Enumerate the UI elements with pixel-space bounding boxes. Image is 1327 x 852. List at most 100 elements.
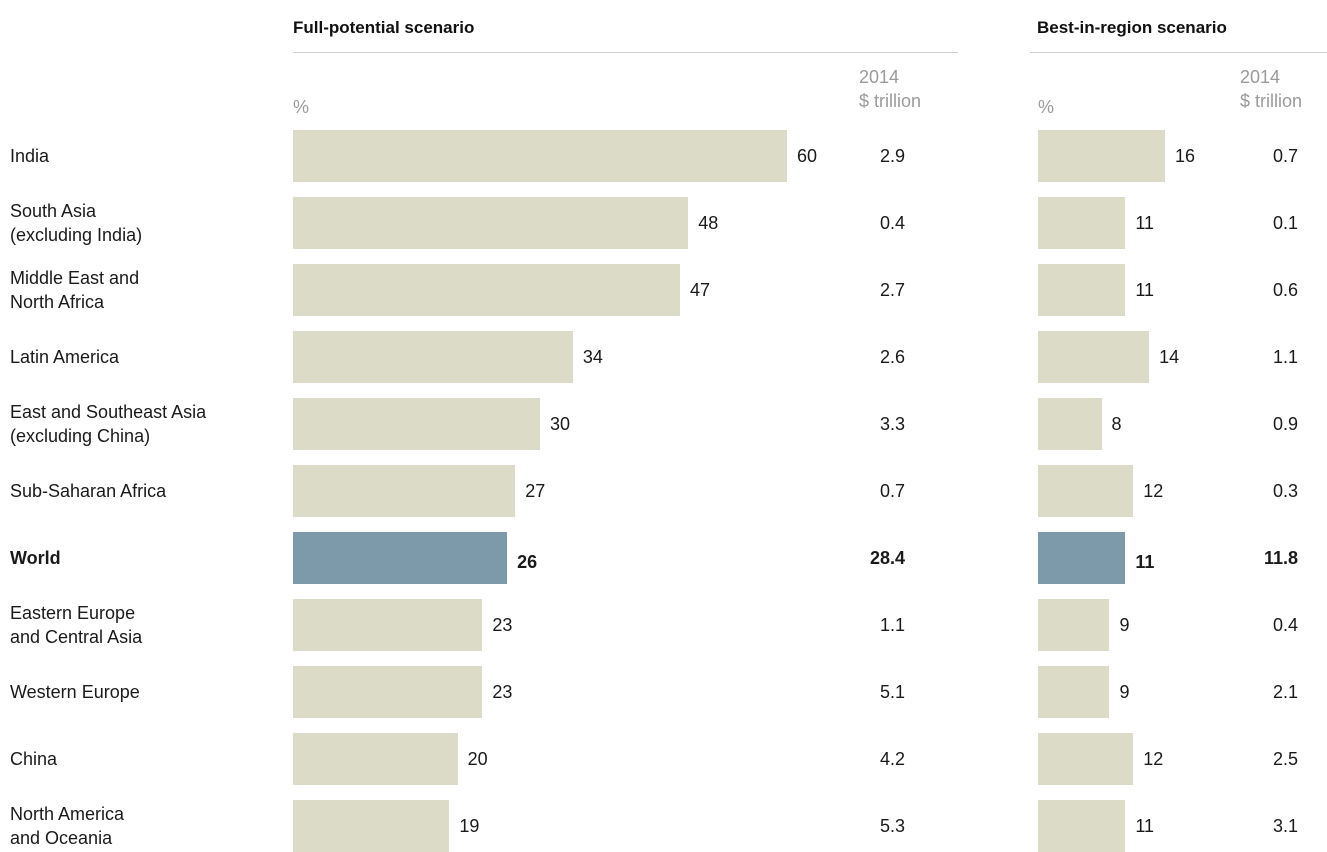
amount-value-full: 5.3 [879,816,905,836]
bar-value-label-full: 47 [689,280,710,300]
amount-year-label: 2014 [859,67,900,87]
bar-best [1038,197,1126,249]
amount-currency-label: $ trillion [859,91,922,111]
row-label: Western Europe [10,680,140,704]
bar-value-label-best: 14 [1159,347,1180,367]
bar-value-label-best: 11 [1135,213,1154,233]
amount-year-label: 2014 [1240,67,1281,87]
bar-best [1038,130,1165,182]
amount-value-best: 0.1 [1272,213,1298,233]
bar-full [293,264,680,316]
bar-full [293,733,458,785]
bar-value-label-full: 23 [492,682,513,702]
bar-value-label-full: 30 [550,414,571,434]
bar-full [293,666,483,718]
bar-best [1038,733,1134,785]
bar-value-label-full: 27 [525,481,546,501]
bar-best [1038,532,1126,584]
bar-value-label-best: 11 [1135,280,1154,300]
row-label: India [10,144,49,168]
amount-value-full: 0.7 [879,481,905,501]
row-label-line: Western Europe [10,682,140,702]
bar-full [293,331,573,383]
row-label-line: (excluding China) [10,426,151,446]
row-label-line: North Africa [10,292,105,312]
bar-value-label-best: 11 [1135,552,1155,572]
row-label: Latin America [10,345,119,369]
row-label-line: Middle East and [10,268,140,288]
amount-currency-label: $ trillion [1240,91,1303,111]
row-label-line: and Central Asia [10,627,143,647]
amount-value-best: 2.5 [1272,749,1298,769]
bar-value-label-full: 20 [467,749,488,769]
bar-value-label-full: 26 [517,552,538,572]
amount-value-full: 4.2 [879,749,905,769]
bar-value-label-best: 11 [1135,816,1154,836]
panel-title-best-in-region: Best-in-region scenario [1037,18,1227,37]
bar-value-label-best: 9 [1119,615,1130,635]
amount-value-best: 1.1 [1272,347,1298,367]
bar-full [293,532,508,584]
amount-value-full: 2.7 [879,280,905,300]
amount-value-best: 0.7 [1272,146,1298,166]
amount-unit-label-full: 2014 $ trillion [859,65,921,113]
bar-full [293,130,787,182]
row-label: North America and Oceania [10,802,124,850]
bar-value-label-best: 8 [1111,414,1122,434]
bar-value-label-full: 19 [459,816,480,836]
bar-value-label-full: 34 [582,347,603,367]
row-label-line: South Asia [10,201,97,221]
bar-value-label-best: 16 [1175,146,1196,166]
bar-full [293,599,483,651]
row-label-line: China [10,749,58,769]
row-label-line: East and Southeast Asia [10,402,207,422]
amount-value-full: 3.3 [879,414,905,434]
amount-value-best: 3.1 [1272,816,1298,836]
bar-full [293,465,516,517]
panel-title-full-potential: Full-potential scenario [293,18,475,37]
bar-value-label-best: 12 [1143,481,1164,501]
bar-best [1038,465,1134,517]
bar-value-label-best: 12 [1143,749,1164,769]
row-label-line: World [10,548,61,568]
panel-rule-best-in-region [1030,52,1327,53]
amount-value-best: 0.6 [1272,280,1298,300]
row-label: East and Southeast Asia (excluding China) [10,400,206,448]
bar-best [1038,331,1150,383]
amount-value-best: 2.1 [1272,682,1298,702]
amount-value-full: 2.9 [879,146,905,166]
row-label-line: (excluding India) [10,225,143,245]
amount-value-best: 0.3 [1272,481,1298,501]
row-label: China [10,747,57,771]
row-label: World [10,546,61,570]
bar-best [1038,398,1102,450]
panel-rule-full-potential [293,52,958,53]
pct-unit-label-best: % [1038,97,1055,117]
bar-value-label-full: 60 [797,146,818,166]
amount-value-full: 0.4 [879,213,905,233]
amount-value-best: 11.8 [1263,548,1298,568]
bar-full [293,197,689,249]
bar-best [1038,264,1126,316]
bar-value-label-full: 23 [492,615,513,635]
amount-value-full: 28.4 [869,548,905,568]
amount-value-full: 1.1 [879,615,905,635]
row-label-line: North America [10,804,125,824]
row-label-line: Sub-Saharan Africa [10,481,167,501]
bar-value-label-best: 9 [1119,682,1130,702]
bar-full [293,398,540,450]
bar-best [1038,599,1110,651]
row-label: Eastern Europe and Central Asia [10,601,142,649]
amount-value-full: 5.1 [879,682,905,702]
row-label: South Asia (excluding India) [10,199,142,247]
row-label: Sub-Saharan Africa [10,479,166,503]
bar-value-label-full: 48 [698,213,719,233]
row-label-line: and Oceania [10,828,113,848]
amount-unit-label-best: 2014 $ trillion [1240,65,1302,113]
amount-value-best: 0.9 [1272,414,1298,434]
bar-full [293,800,450,852]
bar-best [1038,800,1126,852]
pct-unit-label-full: % [293,97,310,117]
row-label-line: Eastern Europe [10,603,136,623]
bar-best [1038,666,1110,718]
